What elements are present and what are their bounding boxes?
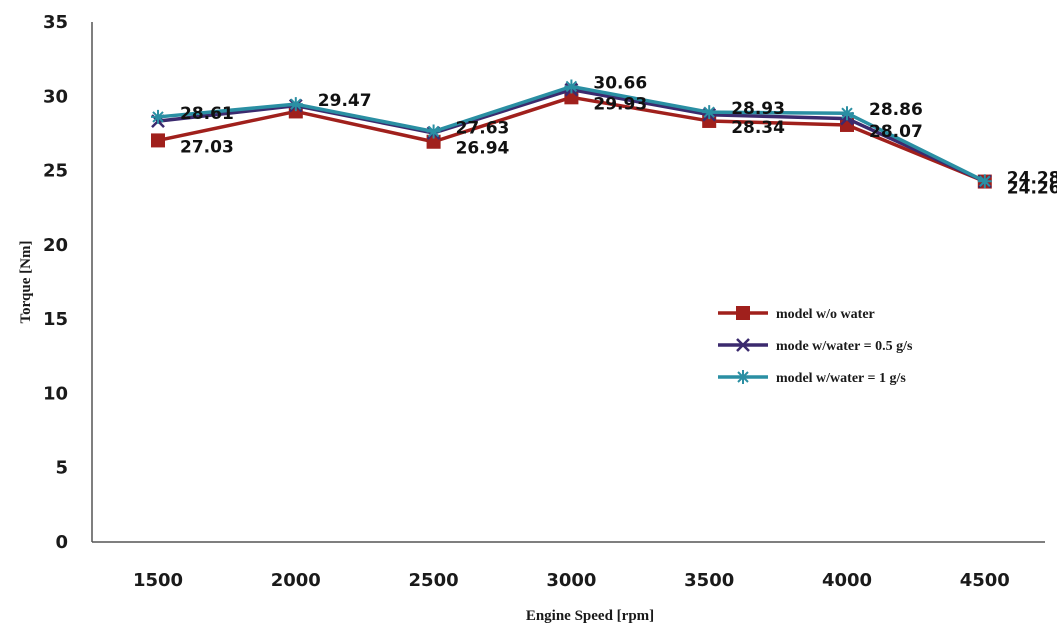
- y-tick-labels: 0 5 10 15 20 25 30 35: [43, 12, 68, 553]
- data-point-star: [702, 105, 717, 120]
- data-point-star: [564, 79, 579, 94]
- x-tick-label: 2500: [409, 570, 459, 591]
- x-tick-label: 1500: [133, 570, 183, 591]
- legend-marker: [736, 338, 750, 352]
- y-tick-label: 10: [43, 383, 68, 404]
- y-tick-label: 0: [55, 532, 68, 553]
- data-label: 30.66: [593, 73, 647, 93]
- axes: [91, 22, 1045, 543]
- x-tick-labels: 1500 2000 2500 3000 3500 4000 4500: [133, 570, 1010, 591]
- y-tick-label: 5: [55, 458, 68, 479]
- data-label: 29.93: [593, 94, 647, 114]
- series-line: [157, 95, 986, 184]
- y-tick-label: 35: [43, 12, 68, 33]
- y-tick-label: 25: [43, 161, 68, 182]
- data-label: 27.03: [180, 137, 234, 157]
- y-tick-label: 30: [43, 86, 68, 107]
- legend-item: mode w/water = 0.5 g/s: [718, 338, 913, 354]
- x-tick-label: 2000: [271, 570, 321, 591]
- series-layer: [151, 79, 992, 189]
- x-tick-label: 3500: [684, 570, 734, 591]
- data-label: 24.28: [1007, 168, 1057, 188]
- legend-marker: [736, 306, 750, 320]
- legend-item: model w/o water: [718, 306, 875, 322]
- legend-label: model w/water = 1 g/s: [776, 371, 906, 386]
- data-label: 28.07: [869, 122, 923, 142]
- data-point-star: [840, 106, 854, 121]
- data-point-square: [151, 133, 165, 148]
- data-point-star: [977, 174, 992, 189]
- data-point-star: [288, 97, 303, 112]
- data-label: 27.63: [456, 118, 510, 138]
- data-label: 24.26: [1007, 179, 1057, 199]
- data-point-star: [426, 124, 441, 139]
- x-tick-label: 3000: [546, 570, 596, 591]
- legend-item: model w/water = 1 g/s: [718, 370, 906, 386]
- data-labels: 27.03 26.94 29.93 28.34 28.07 24.26 28.61 29.47…: [180, 73, 1057, 198]
- data-label: 26.94: [456, 139, 510, 159]
- legend: model w/o water mode w/water = 0.5 g/s mod…: [718, 306, 913, 386]
- series-3: [151, 79, 992, 189]
- data-label: 28.61: [180, 104, 234, 124]
- data-label: 29.47: [318, 91, 372, 111]
- legend-label: mode w/water = 0.5 g/s: [776, 339, 913, 354]
- x-axis-title: Engine Speed [rpm]: [526, 608, 654, 624]
- y-tick-label: 20: [43, 235, 68, 256]
- y-axis-title: Torque [Nm]: [18, 241, 34, 324]
- data-label: 28.34: [731, 118, 785, 138]
- data-label: 28.86: [869, 100, 923, 120]
- x-tick-label: 4500: [960, 570, 1010, 591]
- data-point-star: [151, 109, 165, 124]
- y-tick-label: 15: [43, 309, 68, 330]
- legend-label: model w/o water: [776, 307, 875, 322]
- x-tick-label: 4000: [822, 570, 872, 591]
- legend-marker: [736, 370, 750, 384]
- data-label: 28.93: [731, 99, 785, 119]
